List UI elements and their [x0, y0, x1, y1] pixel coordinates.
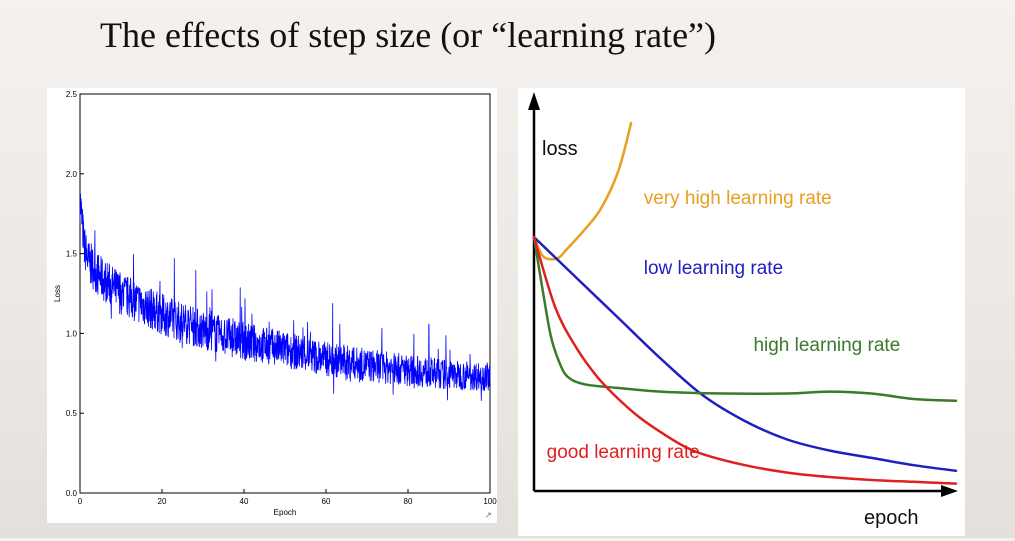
x-axis-arrowhead [941, 485, 958, 497]
high-learning-rate-curve [532, 235, 958, 403]
x-tick-label: 0 [78, 497, 83, 506]
x-tick-label: 100 [483, 497, 497, 506]
good-learning-rate-curve [532, 235, 958, 485]
low-learning-rate-curve [532, 235, 958, 473]
resize-grip-icon: ↗ [484, 510, 492, 520]
y-tick-label: 2.0 [66, 170, 78, 179]
very-high-learning-rate-curve [532, 121, 633, 261]
x-axis-label: Epoch [274, 508, 297, 517]
learning-rate-diagram: loss epoch very high learning rate low lear… [528, 92, 958, 529]
x-tick-label: 20 [158, 497, 167, 506]
y-tick-label: 1.5 [66, 250, 78, 259]
loss-plot-panel: 0 20 40 60 80 100 0.0 0.5 1.0 1.5 2.0 2.5 Epoch Loss ↗ [47, 88, 497, 523]
x-axis-label: epoch [864, 507, 919, 529]
slide-title: The effects of step size (or “learning r… [100, 15, 717, 55]
high-learning-rate-label: high learning rate [753, 335, 900, 356]
y-tick-label: 2.5 [66, 90, 78, 99]
x-tick-label: 40 [240, 497, 249, 506]
y-axis-label: Loss [53, 285, 62, 302]
y-axis-label: loss [542, 138, 578, 160]
plot-frame [79, 93, 491, 494]
learning-rate-diagram-panel: loss epoch very high learning rate low lear… [518, 88, 965, 536]
y-tick-label: 0.5 [66, 409, 78, 418]
x-tick-label: 60 [322, 497, 331, 506]
loss-series-line [79, 193, 491, 401]
y-tick-label: 1.0 [66, 329, 78, 338]
y-tick-label: 0.0 [66, 489, 78, 498]
low-learning-rate-label: low learning rate [644, 258, 783, 279]
x-tick-label: 80 [404, 497, 413, 506]
loss-vs-epoch-plot: 0 20 40 60 80 100 0.0 0.5 1.0 1.5 2.0 2.5 Epoch Loss ↗ [53, 90, 497, 520]
y-axis-arrowhead [528, 92, 540, 110]
very-high-learning-rate-label: very high learning rate [644, 188, 832, 209]
good-learning-rate-label: good learning rate [547, 442, 700, 463]
